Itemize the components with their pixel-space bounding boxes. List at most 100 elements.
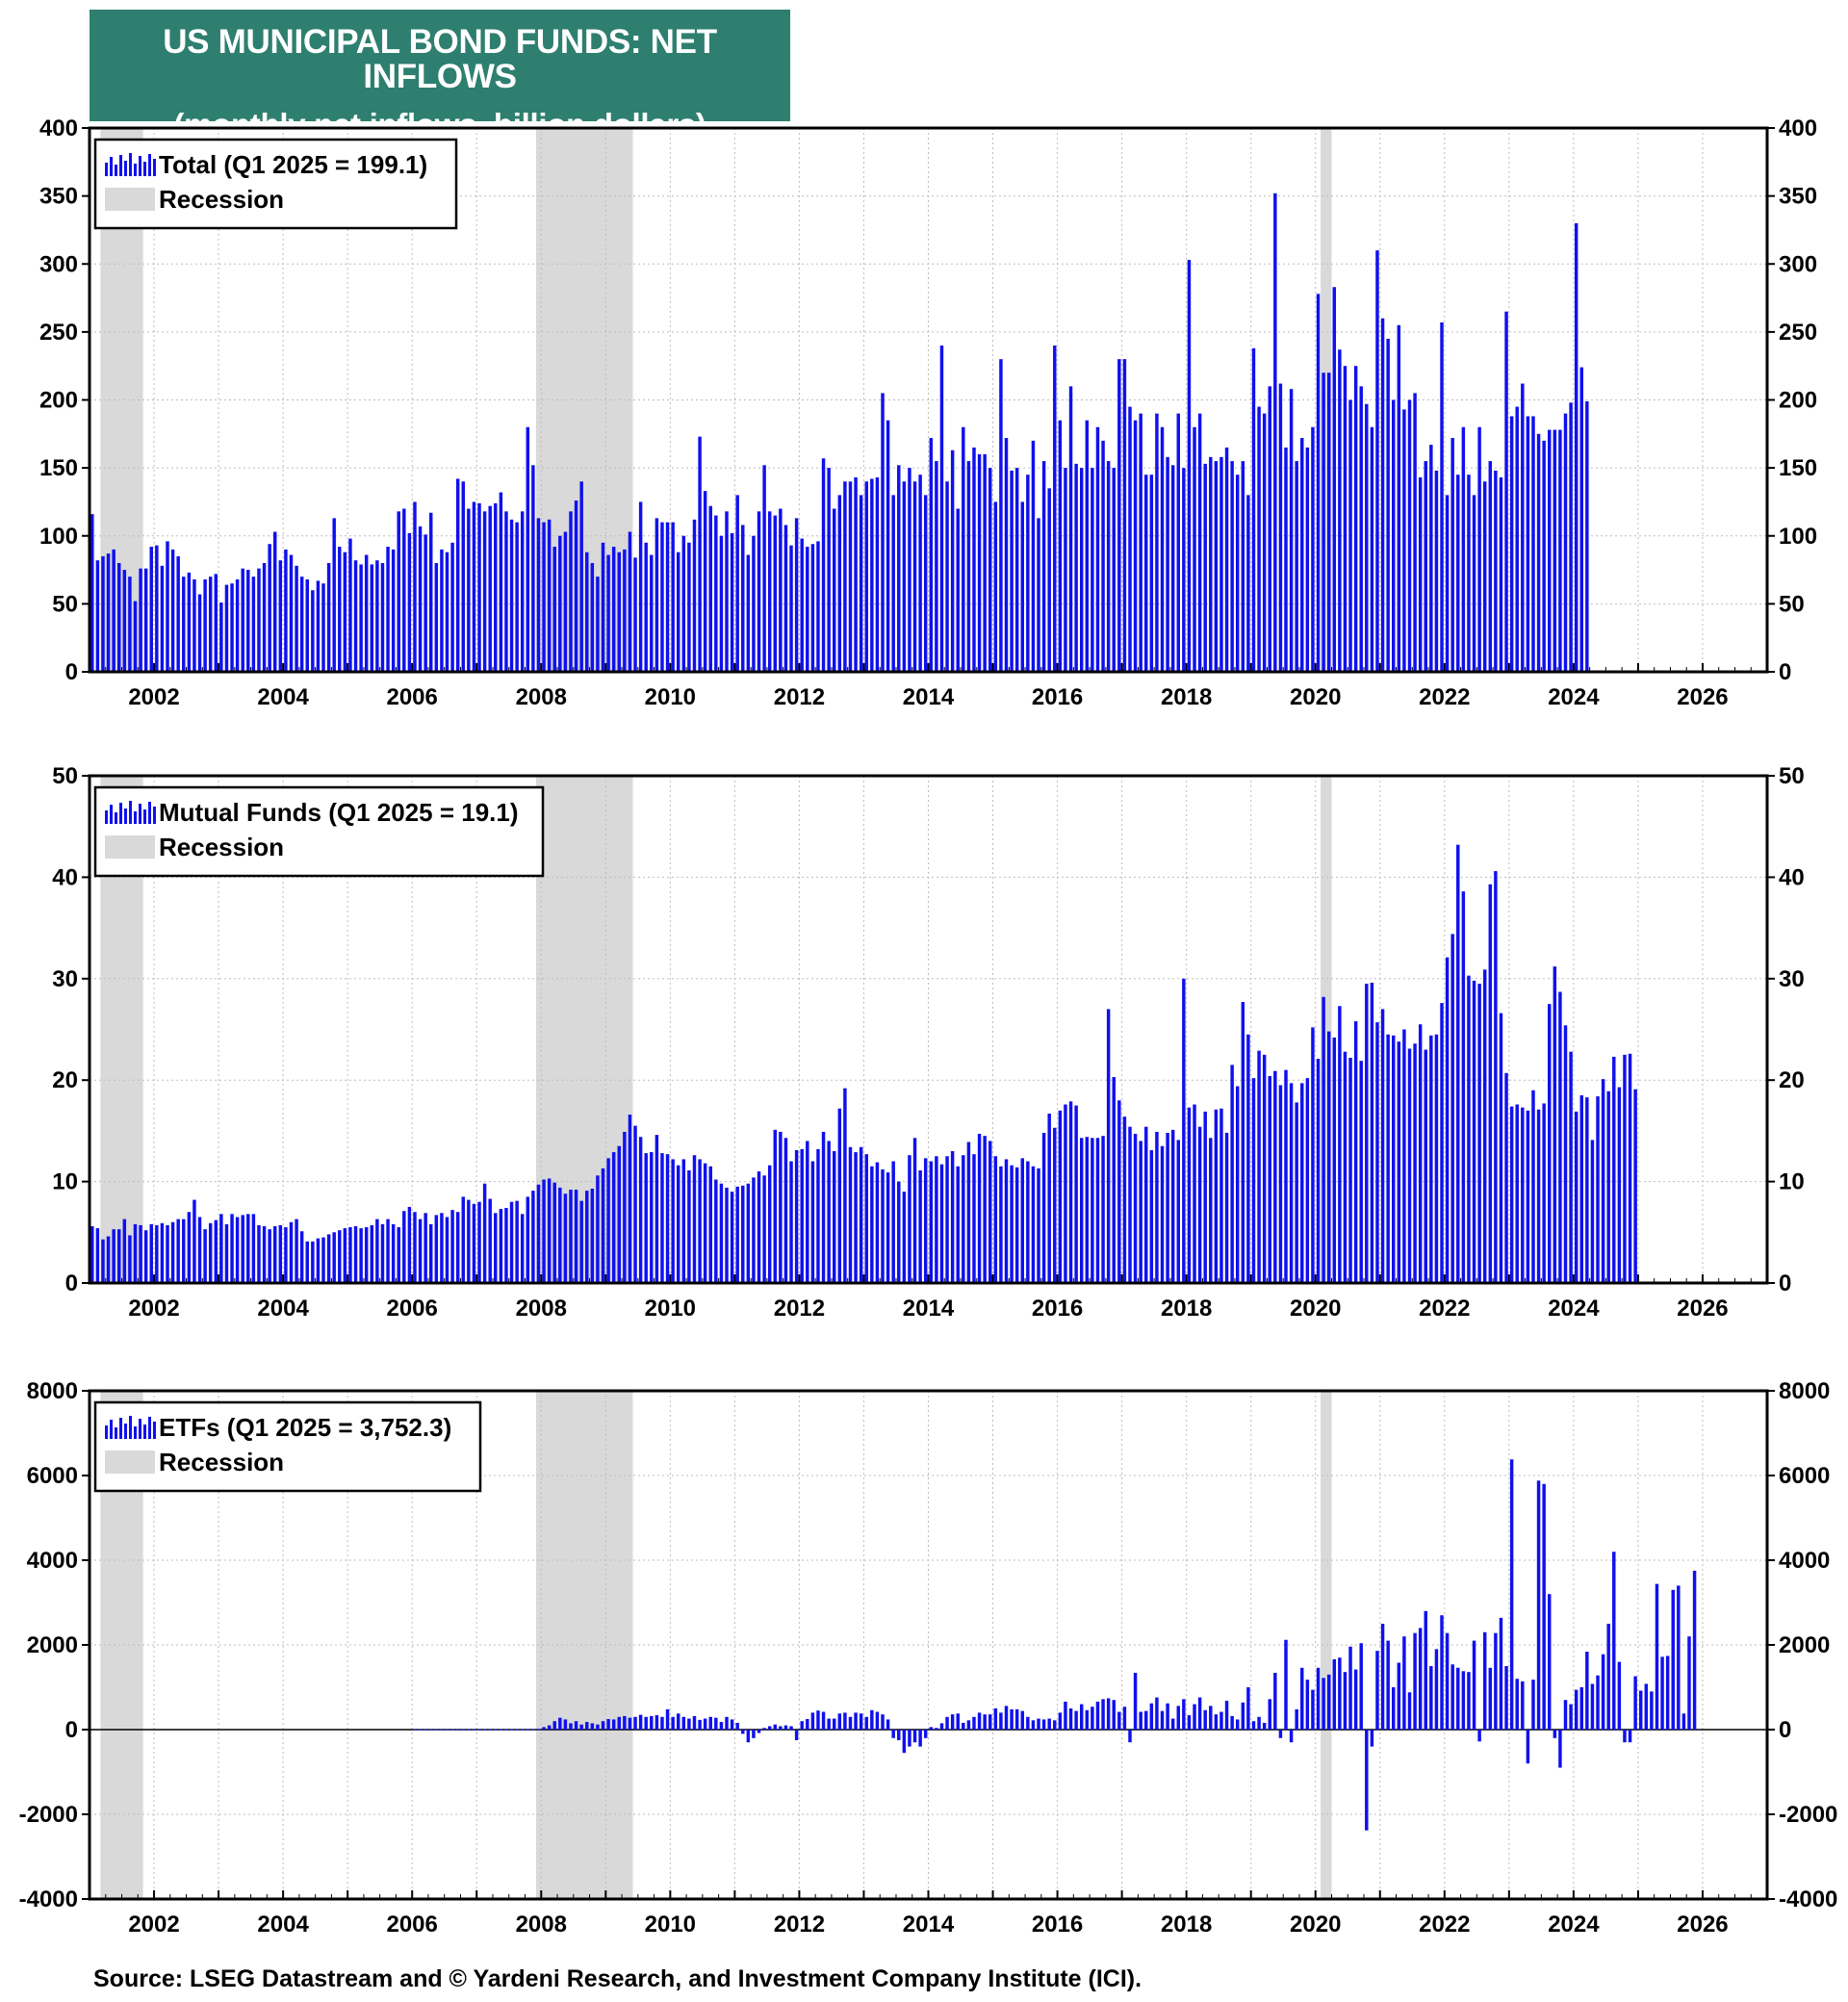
legend-swatch-bar xyxy=(139,1419,141,1439)
legend-swatch-bar xyxy=(148,154,151,176)
bar xyxy=(558,1187,562,1283)
y-tick-label-right: 0 xyxy=(1779,659,1791,685)
bar xyxy=(1170,1129,1175,1283)
bar xyxy=(1031,1720,1036,1730)
bar xyxy=(864,1716,868,1730)
bar xyxy=(939,1164,944,1283)
legend-swatch-bar xyxy=(124,808,127,824)
x-tick-label: 2024 xyxy=(1548,1912,1600,1938)
bar xyxy=(295,1219,298,1283)
bar xyxy=(665,1708,670,1730)
bar xyxy=(1160,1145,1165,1283)
legend-swatch-bar xyxy=(139,804,141,824)
bar xyxy=(1209,456,1213,672)
bar xyxy=(783,525,788,672)
bar xyxy=(1579,1687,1583,1730)
bar xyxy=(881,1168,885,1283)
bar xyxy=(810,544,815,672)
y-tick-label-left: 100 xyxy=(39,524,78,550)
bar xyxy=(520,511,525,672)
bar xyxy=(429,1223,433,1283)
bar xyxy=(536,1729,541,1731)
x-tick-label: 2018 xyxy=(1161,684,1212,710)
recession-band xyxy=(535,776,633,1283)
bar xyxy=(1407,1692,1412,1730)
bar xyxy=(999,359,1003,672)
bar xyxy=(870,1166,874,1283)
bar xyxy=(176,1219,180,1283)
y-tick-label-left: 400 xyxy=(39,116,78,141)
bar xyxy=(1149,1149,1154,1283)
bar xyxy=(268,1229,271,1283)
bar xyxy=(983,454,987,672)
bar xyxy=(1375,250,1379,672)
bar xyxy=(1187,1715,1192,1730)
y-tick-label-right: 2000 xyxy=(1779,1632,1830,1658)
bar xyxy=(1058,1712,1063,1730)
bar xyxy=(1101,1136,1105,1283)
bar xyxy=(1418,1628,1423,1730)
bar xyxy=(827,1718,831,1730)
bar xyxy=(611,547,616,672)
bar xyxy=(1037,518,1040,672)
bar xyxy=(1095,1138,1100,1283)
bar xyxy=(1149,475,1154,672)
bar xyxy=(520,1729,525,1731)
bar xyxy=(321,583,325,672)
bar xyxy=(833,1718,836,1730)
bar xyxy=(515,522,519,672)
bar xyxy=(708,505,712,672)
bar xyxy=(1375,1022,1379,1283)
bar xyxy=(1241,461,1245,672)
bar xyxy=(1332,1037,1337,1283)
x-tick-label: 2022 xyxy=(1419,1912,1470,1938)
bar xyxy=(139,568,142,672)
bar xyxy=(601,542,605,672)
bar xyxy=(1569,402,1573,672)
bar xyxy=(660,1716,664,1730)
bar xyxy=(1526,1730,1530,1764)
bar xyxy=(1477,426,1481,672)
legend-swatch-bar xyxy=(110,1420,113,1439)
bar xyxy=(1424,1049,1427,1283)
bar xyxy=(912,1730,917,1743)
bar xyxy=(1235,1719,1240,1730)
bar xyxy=(1402,409,1406,672)
bar xyxy=(1482,1631,1487,1730)
bar xyxy=(509,519,514,672)
bar xyxy=(1418,477,1423,672)
bar xyxy=(746,1730,751,1743)
bar xyxy=(1504,1072,1508,1283)
bar xyxy=(692,519,697,672)
bar xyxy=(703,491,707,672)
bar xyxy=(1504,1666,1508,1730)
bar xyxy=(1338,1657,1342,1730)
bar xyxy=(676,1165,680,1283)
bar xyxy=(1482,969,1487,1283)
bar xyxy=(1322,372,1325,672)
x-tick-label: 2014 xyxy=(903,1912,955,1938)
bar xyxy=(1494,871,1498,1283)
bar xyxy=(402,1211,406,1283)
bar xyxy=(762,1175,766,1283)
bar xyxy=(1316,1059,1321,1283)
bar xyxy=(912,481,917,672)
bar xyxy=(1122,1116,1127,1283)
bar xyxy=(1677,1585,1681,1730)
bar xyxy=(1353,1669,1358,1730)
bar xyxy=(783,1725,788,1730)
y-tick-label-left: 50 xyxy=(52,591,78,617)
bar xyxy=(558,1717,562,1730)
bar xyxy=(816,1710,820,1730)
bar xyxy=(1053,1720,1057,1730)
bar xyxy=(1020,1158,1024,1283)
bar xyxy=(1289,1730,1294,1743)
bar xyxy=(160,565,165,672)
bar xyxy=(1214,461,1219,672)
x-tick-label: 2024 xyxy=(1548,684,1600,710)
bar xyxy=(1413,393,1417,672)
bar xyxy=(1542,440,1546,672)
bar xyxy=(440,1729,444,1731)
